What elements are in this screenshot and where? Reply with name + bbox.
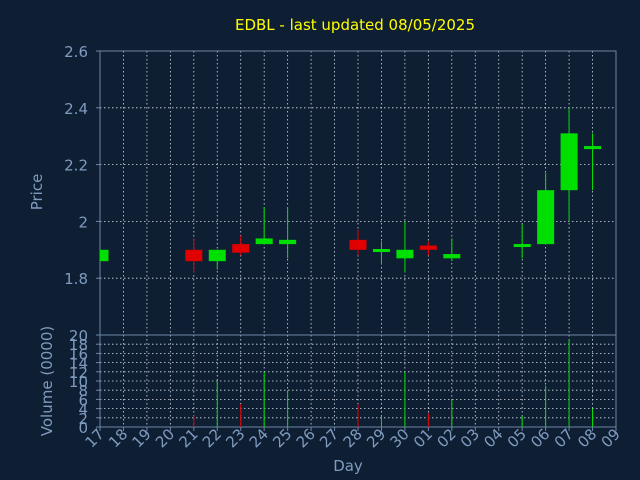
candle-body [537, 190, 555, 245]
price-tick-label: 2.4 [64, 100, 88, 118]
volume-tick-label: 20 [69, 327, 88, 345]
candle-25 [279, 207, 297, 259]
candle-body [372, 249, 390, 253]
candle-30 [396, 221, 414, 273]
price-tick-label: 2.6 [64, 43, 88, 61]
candle-body [100, 249, 109, 262]
candle-24 [255, 207, 273, 245]
price-tick-label: 1.8 [64, 270, 88, 288]
x-tick-label: 24 [246, 425, 272, 451]
candle-body [349, 239, 367, 250]
candle-17 [99, 249, 109, 262]
x-tick-label: 27 [316, 425, 342, 451]
volume-axis-label: Volume (0000) [38, 326, 56, 436]
volume-tick-label: 14 [69, 355, 88, 373]
candle-05 [513, 224, 531, 259]
x-tick-label: 25 [269, 425, 295, 451]
x-tick-label: 03 [457, 425, 483, 451]
x-tick-label: 07 [551, 425, 577, 451]
candle-body [279, 239, 297, 245]
candle-body [419, 245, 437, 250]
candle-07 [560, 107, 578, 222]
x-tick-label: 30 [387, 425, 413, 451]
candle-body [208, 249, 226, 262]
volume-tick-label: 0 [78, 419, 88, 437]
x-axis-label: Day [333, 457, 363, 475]
candle-21 [185, 238, 203, 273]
x-tick-label: 18 [105, 425, 131, 451]
x-tick-label: 20 [152, 425, 178, 451]
volume-tick-label: 2 [78, 410, 88, 428]
volume-tick-label: 12 [69, 364, 88, 382]
x-tick-label: 06 [527, 425, 553, 451]
volume-tick-label: 18 [69, 336, 88, 354]
candle-body [513, 244, 531, 248]
candle-body [185, 249, 203, 262]
x-tick-label: 23 [222, 425, 248, 451]
x-tick-label: 29 [363, 425, 389, 451]
candle-23 [232, 235, 250, 256]
price-tick-label: 2.2 [64, 157, 88, 175]
x-tick-label: 09 [598, 425, 624, 451]
volume-tick-label: 6 [78, 391, 88, 409]
candle-29 [372, 241, 390, 264]
volume-tick-label: 10 [69, 373, 88, 391]
volume-tick-label: 4 [78, 401, 88, 419]
x-tick-label: 21 [175, 425, 201, 451]
x-tick-label: 02 [433, 425, 459, 451]
price-panel: 1.8 2 2.2 2.4 2.6 [64, 43, 617, 336]
candle-body [584, 146, 602, 150]
candle-body [232, 244, 250, 253]
candle-22 [208, 249, 226, 270]
chart-title: EDBL - last updated 08/05/2025 [235, 16, 475, 34]
x-tick-label: 22 [199, 425, 225, 451]
x-axis: 1718192021222324252627282930010203040506… [82, 425, 624, 451]
volume-tick-label: 8 [78, 382, 88, 400]
price-axis-label: Price [28, 174, 46, 211]
price-tick-label: 2 [78, 213, 88, 231]
x-tick-label: 28 [340, 425, 366, 451]
x-tick-label: 05 [504, 425, 530, 451]
x-tick-label: 19 [129, 425, 155, 451]
candle-06 [537, 173, 555, 245]
candle-08 [584, 133, 602, 191]
x-tick-label: 08 [574, 425, 600, 451]
x-tick-label: 01 [410, 425, 436, 451]
volume-tick-label: 16 [69, 345, 88, 363]
candle-28 [349, 229, 367, 256]
x-tick-label: 04 [480, 425, 506, 451]
candle-body [443, 254, 461, 259]
candle-01 [419, 241, 437, 256]
candle-02 [443, 238, 461, 262]
candle-body [255, 238, 273, 245]
x-tick-label: 26 [293, 425, 319, 451]
candle-body [560, 133, 578, 191]
candle-body [396, 249, 414, 259]
